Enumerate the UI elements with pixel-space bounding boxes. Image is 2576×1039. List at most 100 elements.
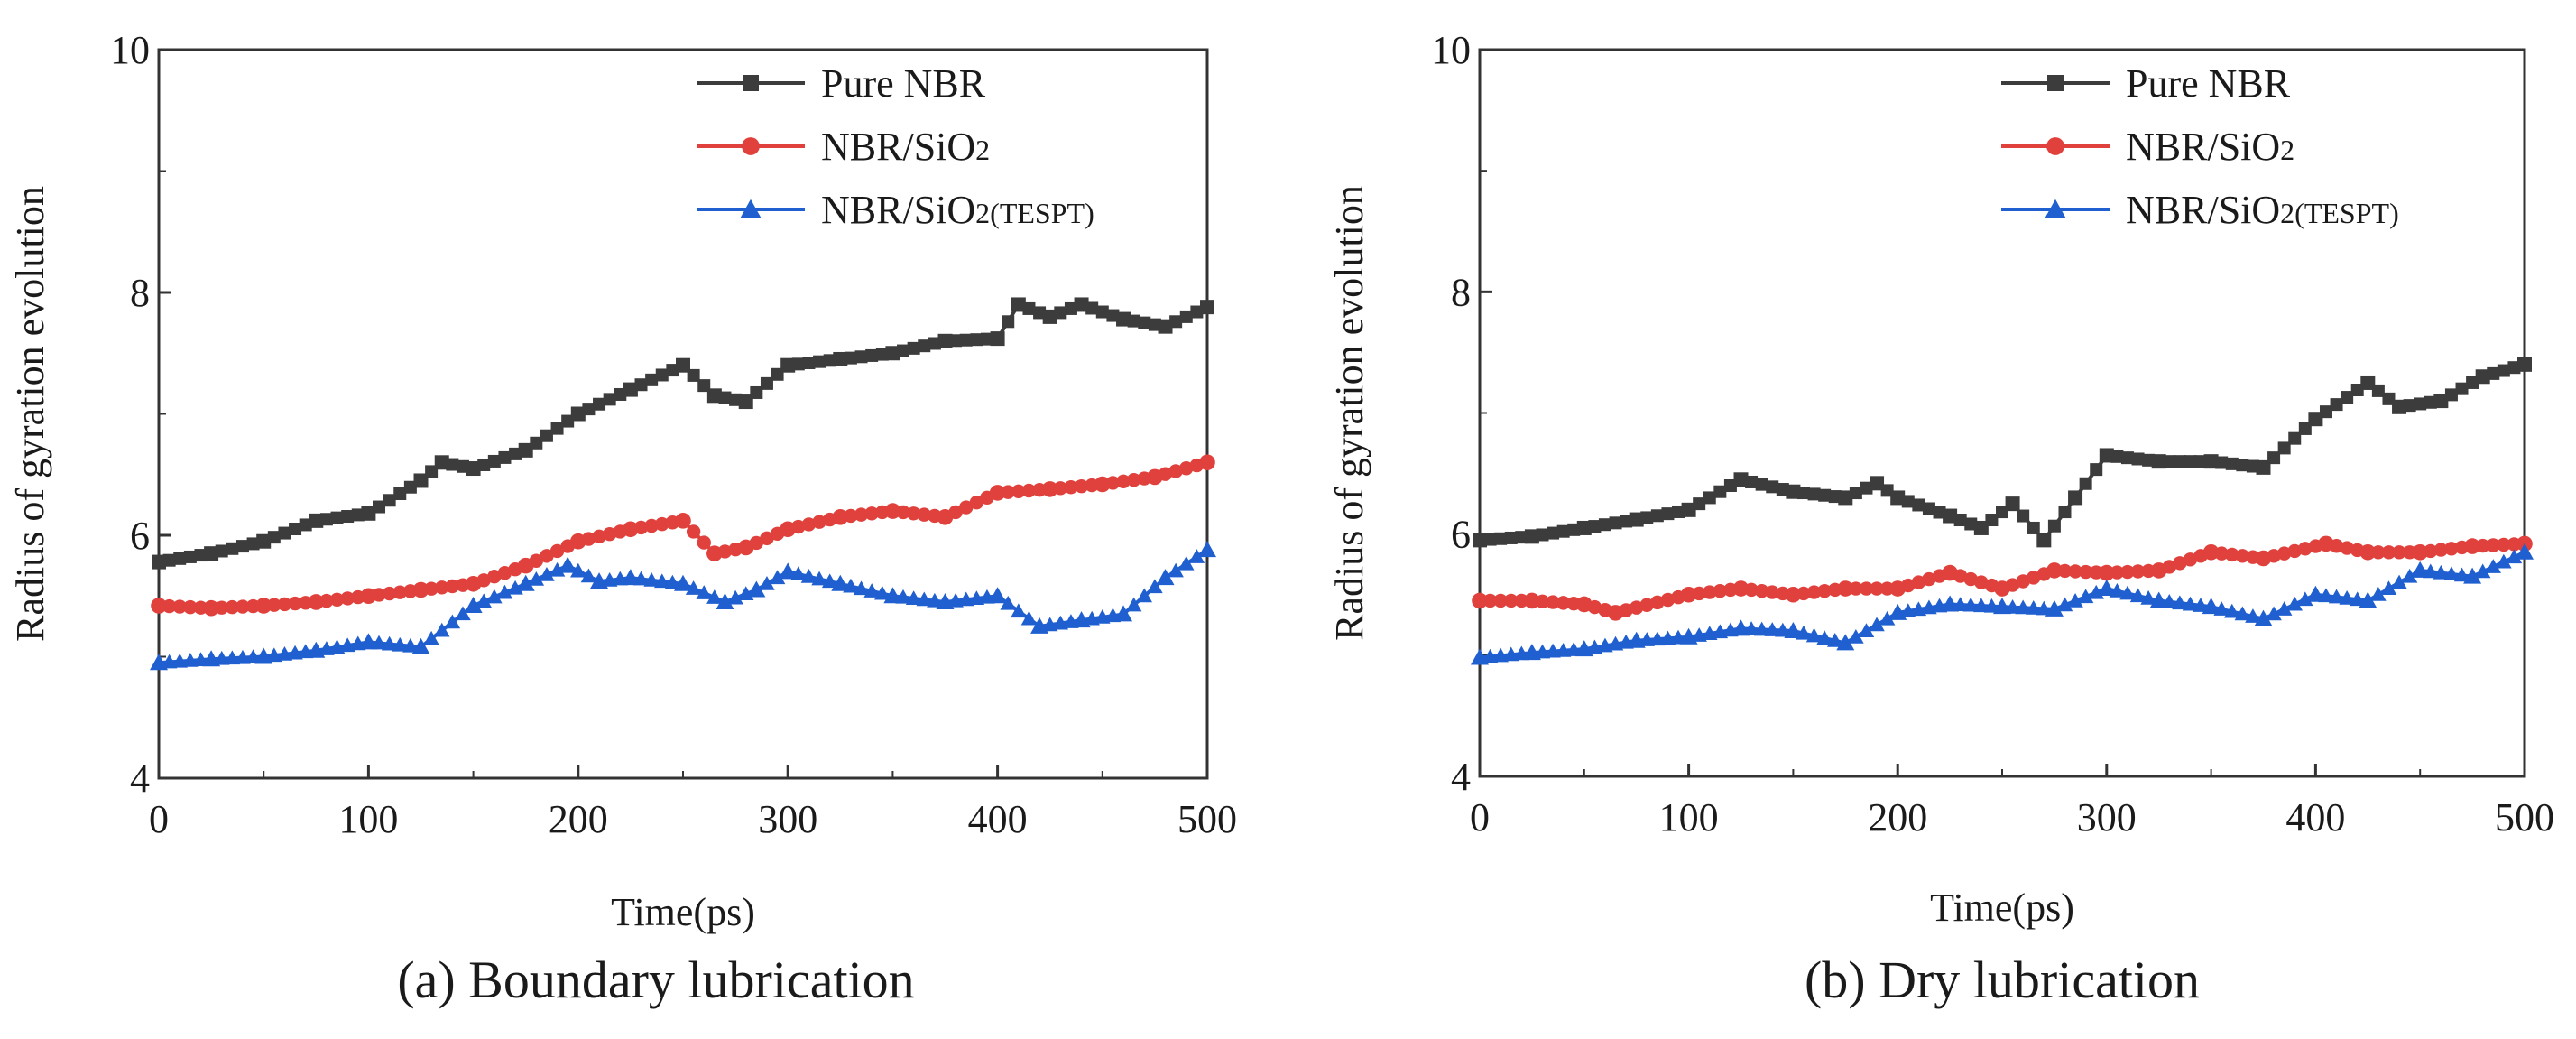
series-marker (1754, 584, 1769, 598)
series-marker (213, 650, 230, 665)
series-marker (1880, 484, 1894, 497)
series-marker (823, 354, 836, 367)
data-point (2464, 538, 2480, 554)
series-marker (2466, 376, 2479, 389)
series-marker (1983, 598, 2000, 613)
series-marker (1630, 600, 1644, 615)
series-marker (1753, 621, 1770, 636)
legend-marker (742, 137, 760, 155)
data-point (2045, 599, 2064, 617)
series-marker (1858, 623, 1875, 637)
series-marker (2443, 566, 2460, 580)
data-point (2516, 543, 2534, 560)
series-marker (1085, 301, 1099, 315)
series-marker (1661, 507, 1675, 521)
data-point (2411, 561, 2430, 578)
series-marker (2215, 456, 2229, 469)
series-marker (549, 543, 565, 559)
data-point (1629, 512, 1644, 527)
series-marker (1168, 464, 1183, 478)
series-marker (1178, 555, 1195, 571)
series-marker (1879, 610, 1896, 626)
series-marker (1964, 517, 1978, 531)
series-marker (863, 583, 880, 598)
series-marker (1169, 315, 1183, 329)
series-marker (444, 614, 461, 629)
series-marker (760, 531, 774, 546)
series-marker (267, 531, 281, 544)
series-marker (2163, 455, 2176, 468)
series-marker (289, 523, 302, 536)
data-point (1732, 580, 1750, 597)
series-marker (1138, 316, 1151, 329)
series-marker (696, 585, 712, 599)
series-marker (226, 542, 239, 555)
series-marker (528, 571, 545, 586)
series-marker (865, 348, 879, 362)
data-point (2046, 562, 2063, 579)
data-point (1731, 619, 1750, 636)
series-marker (2330, 398, 2343, 412)
data-point (2392, 399, 2407, 414)
legend-label: Pure NBR (2126, 61, 2291, 106)
series-marker (1188, 549, 1205, 563)
series-marker (687, 368, 700, 382)
panel-caption: (b) Dry lubrication (1805, 951, 2200, 1009)
series-marker (162, 553, 176, 567)
series-marker (1127, 314, 1140, 328)
data-point (831, 574, 850, 591)
legend-marker (2045, 199, 2066, 218)
series-marker (2224, 603, 2240, 618)
series-marker (403, 480, 417, 494)
series-marker (1546, 595, 1560, 609)
data-point (152, 554, 166, 570)
series-marker (1545, 643, 1561, 658)
data-point (2306, 585, 2325, 602)
data-point (1942, 564, 1958, 581)
series-marker (2016, 574, 2030, 589)
data-point (737, 539, 754, 556)
legend-item: NBR/SiO2(TESPT) (2001, 188, 2399, 232)
legend-label-subscript: 2 (2280, 197, 2294, 229)
data-point (1574, 640, 1593, 657)
series-marker (812, 515, 826, 529)
series-marker (592, 529, 606, 544)
data-point (204, 546, 219, 561)
series-marker (299, 518, 312, 532)
series-marker (2058, 506, 2072, 519)
data-point (151, 598, 167, 614)
series-marker (1996, 506, 2008, 519)
series-marker (1807, 487, 1821, 501)
series-marker (1483, 533, 1497, 546)
series-marker (1659, 630, 1676, 645)
legend-marker (743, 75, 759, 91)
data-point (2202, 598, 2221, 615)
series-marker (1672, 505, 1685, 518)
series-marker (2245, 608, 2261, 623)
data-point (2254, 609, 2273, 626)
series-marker (1106, 309, 1120, 322)
y-tick-label: 6 (1451, 513, 1471, 557)
series-marker (2056, 597, 2073, 612)
series-marker (801, 517, 817, 532)
series-marker (1796, 487, 1810, 500)
series-marker (2297, 591, 2313, 607)
series-marker (1190, 305, 1204, 319)
x-tick-label: 300 (758, 797, 817, 841)
series-marker (664, 574, 681, 589)
series-marker (183, 550, 197, 563)
series-marker (917, 507, 931, 522)
series-marker (1818, 488, 1832, 502)
legend-item: NBR/SiO2 (697, 125, 990, 169)
series-marker (1985, 514, 1999, 527)
data-point (1607, 605, 1624, 621)
data-point (412, 581, 429, 598)
series-marker (2276, 601, 2293, 616)
series-marker (2266, 606, 2282, 621)
series-marker (2173, 556, 2187, 571)
data-point (256, 533, 272, 549)
series-marker (802, 357, 816, 370)
data-point (2202, 543, 2220, 561)
legend-marker (740, 199, 762, 218)
